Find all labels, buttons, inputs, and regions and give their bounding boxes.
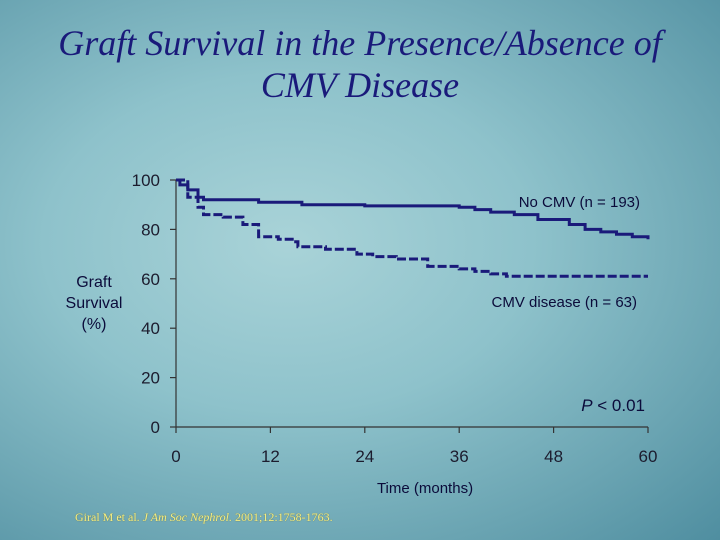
annotation-cmv: CMV disease (n = 63) (492, 294, 637, 311)
annotation-no-cmv: No CMV (n = 193) (519, 194, 640, 211)
x-tick-label-12: 12 (261, 447, 280, 466)
y-tick-label-60: 60 (141, 270, 160, 289)
y-axis-label: Graft Survival (%) (44, 272, 144, 335)
x-tick-label-24: 24 (355, 447, 374, 466)
chart-axes: 0 20 40 60 80 100 0 12 24 36 48 60 (132, 171, 658, 466)
x-tick-label-48: 48 (544, 447, 563, 466)
p-value: P < 0.01 (581, 396, 645, 415)
citation: Giral M et al. J Am Soc Nephrol. 2001;12… (75, 510, 333, 525)
citation-details: 2001;12:1758-1763. (234, 510, 333, 524)
series-no-cmv-line (176, 178, 650, 240)
y-tick-label-100: 100 (132, 171, 160, 190)
citation-authors: Giral M et al. (75, 510, 140, 524)
y-tick-label-80: 80 (141, 220, 160, 239)
chart-series (176, 178, 650, 278)
citation-journal: J Am Soc Nephrol. (142, 510, 232, 524)
x-tick-label-36: 36 (450, 447, 469, 466)
title-line-2: CMV Disease (260, 65, 460, 105)
y-axis-label-line-2: Survival (65, 295, 123, 312)
y-axis-label-line-3: (%) (81, 316, 107, 333)
y-tick-label-20: 20 (141, 369, 160, 388)
x-axis-label: Time (months) (377, 480, 473, 497)
y-tick-label-0: 0 (151, 418, 160, 437)
p-value-letter: P (581, 396, 593, 415)
p-value-rest: < 0.01 (593, 396, 645, 415)
x-tick-label-60: 60 (639, 447, 658, 466)
x-tick-label-0: 0 (171, 447, 180, 466)
y-tick-label-40: 40 (141, 319, 160, 338)
title-line-1: Graft Survival in the Presence/Absence o… (58, 23, 662, 63)
chart-labels: No CMV (n = 193) CMV disease (n = 63) P … (377, 194, 645, 497)
series-cmv-disease-line (176, 178, 648, 278)
y-axis-label-line-1: Graft (76, 274, 112, 291)
slide-title: Graft Survival in the Presence/Absence o… (0, 22, 720, 106)
